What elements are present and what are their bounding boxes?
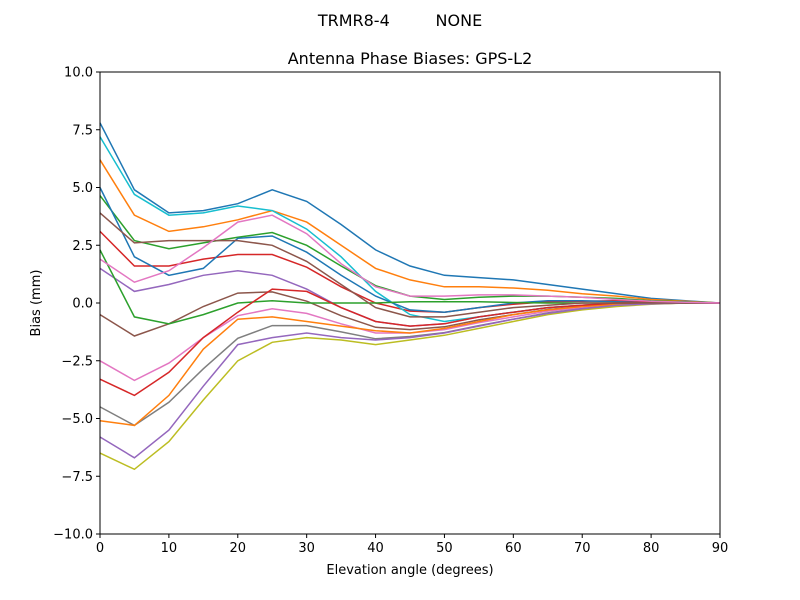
series-line-10 [99,187,720,313]
y-tick-label: 0.0 [72,297,93,312]
x-tick-label: 90 [712,541,729,556]
y-tick-label: 7.5 [72,123,93,138]
x-tick-label: 50 [436,541,453,556]
x-tick-label: 30 [298,541,315,556]
series-lines [99,122,721,471]
series-line-0 [99,122,721,304]
series-line-11 [99,302,720,427]
x-tick-label: 40 [367,541,384,556]
y-axis: −10.0 −7.5 −5.0 −2.5 0.0 2.5 5.0 7.5 10.0 [53,66,100,543]
x-axis: 0 10 20 30 40 50 60 70 80 90 [96,534,728,556]
x-tick-label: 80 [643,541,660,556]
y-tick-label: 10.0 [64,66,93,81]
x-tick-label: 0 [96,541,104,556]
series-line-15 [99,212,720,318]
x-tick-label: 60 [505,541,522,556]
y-tick-label: 5.0 [72,181,93,196]
series-line-14 [99,302,720,459]
x-tick-label: 20 [230,541,247,556]
x-tick-label: 70 [574,541,591,556]
chart-title: Antenna Phase Biases: GPS-L2 [288,49,533,68]
y-axis-label: Bias (mm) [29,270,44,337]
y-tick-label: −5.0 [61,412,93,427]
series-line-1 [99,159,721,304]
series-line-3 [99,230,721,313]
x-tick-label: 10 [161,541,178,556]
series-line-8 [99,302,720,471]
y-tick-label: −2.5 [61,354,93,369]
series-line-16 [99,214,721,304]
x-axis-label: Elevation angle (degrees) [326,563,493,578]
y-tick-label: −10.0 [53,528,93,543]
y-tick-label: −7.5 [61,470,93,485]
series-line-9 [99,136,720,323]
figure-suptitle: TRMR8-4 NONE [317,11,482,30]
y-tick-label: 2.5 [72,239,93,254]
